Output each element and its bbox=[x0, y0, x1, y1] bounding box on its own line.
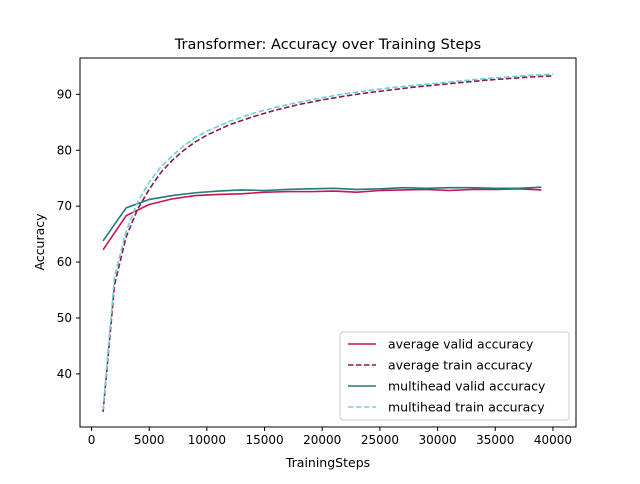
y-tick-label: 90 bbox=[57, 87, 72, 101]
chart-title: Transformer: Accuracy over Training Step… bbox=[174, 37, 481, 53]
legend-label: average valid accuracy bbox=[388, 337, 534, 352]
x-tick-label: 20000 bbox=[303, 433, 341, 447]
x-tick-label: 10000 bbox=[188, 433, 226, 447]
x-tick-label: 25000 bbox=[361, 433, 399, 447]
plot-frame bbox=[79, 57, 577, 428]
series-layer bbox=[102, 73, 553, 412]
y-tick-label: 40 bbox=[57, 367, 72, 381]
legend-items: average valid accuracy average train accu… bbox=[348, 337, 546, 415]
legend-label: average train accuracy bbox=[388, 358, 533, 373]
y-tick-label: 70 bbox=[57, 199, 72, 213]
x-axis: 0 5000 10000 15000 20000 25000 30000 35000 40000 bbox=[88, 427, 572, 447]
x-tick-label: 5000 bbox=[134, 433, 165, 447]
legend-box bbox=[339, 331, 570, 421]
y-axis: 40 50 60 70 80 90 bbox=[57, 87, 80, 381]
x-tick-label: 30000 bbox=[418, 433, 456, 447]
legend: average valid accuracy average train accu… bbox=[339, 331, 570, 421]
y-axis-label: Accuracy bbox=[32, 213, 47, 271]
legend-label: multihead train accuracy bbox=[388, 400, 545, 415]
y-tick-label: 80 bbox=[57, 143, 72, 157]
y-tick-label: 60 bbox=[57, 255, 72, 269]
series-line-2 bbox=[102, 75, 553, 412]
x-tick-label: 40000 bbox=[534, 433, 572, 447]
x-tick-label: 15000 bbox=[245, 433, 283, 447]
series-line-4 bbox=[102, 73, 553, 410]
x-tick-label: 0 bbox=[88, 433, 96, 447]
series-line-1 bbox=[102, 188, 542, 251]
x-tick-label: 35000 bbox=[476, 433, 514, 447]
y-tick-label: 50 bbox=[57, 311, 72, 325]
x-axis-label: TrainingSteps bbox=[285, 455, 370, 470]
series-line-3 bbox=[102, 186, 542, 242]
legend-label: multihead valid accuracy bbox=[388, 379, 546, 394]
